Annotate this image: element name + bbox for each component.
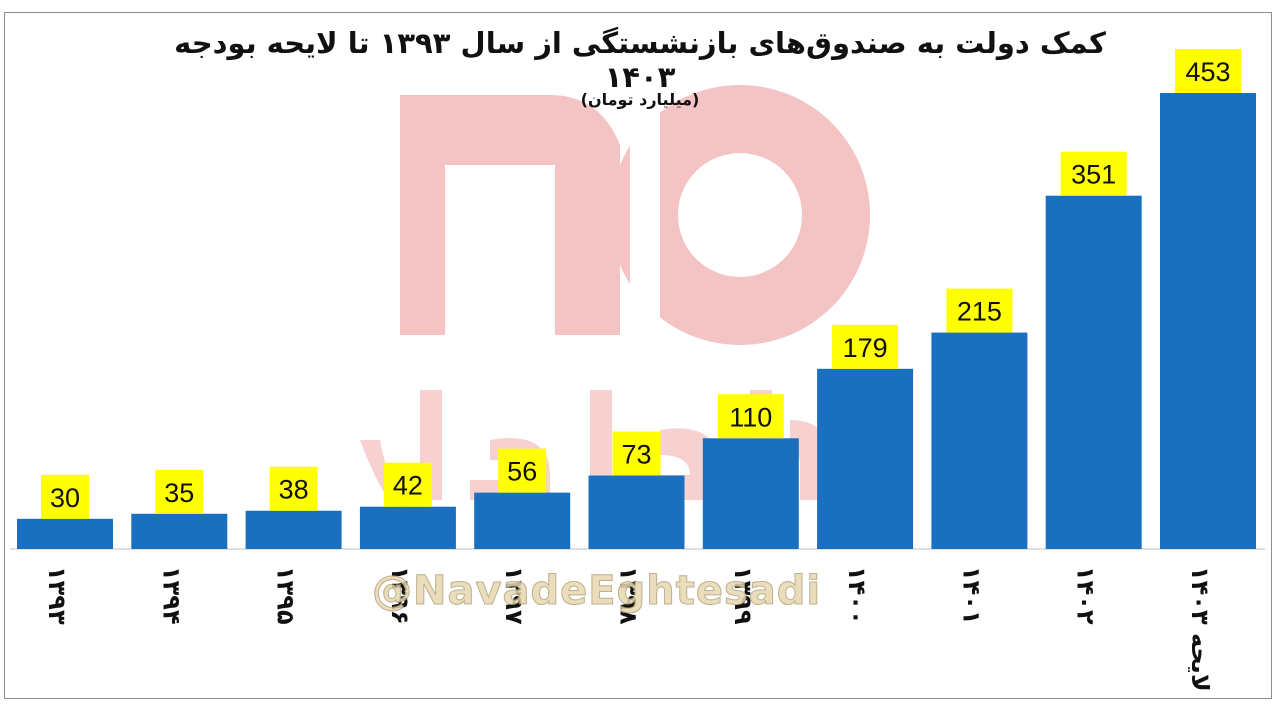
data-label-bg-4: [498, 448, 547, 493]
data-label-bg-2: [269, 466, 318, 511]
data-label-bg-5: [612, 431, 661, 476]
chart-subtitle: (میلیارد تومان): [580, 90, 700, 109]
data-label-bg-1: [155, 469, 204, 514]
category-label-9: ۱۴۰۲: [1072, 566, 1100, 625]
category-label-2: ۱۳۹۵: [272, 566, 300, 625]
data-label-1: 35: [164, 478, 194, 508]
bar-6: [702, 438, 799, 549]
data-label-bg-7: [832, 324, 899, 369]
category-label-10: لایحه ۱۴۰۳: [1186, 566, 1214, 692]
data-label-bg-8: [946, 288, 1013, 333]
bar-7: [817, 368, 914, 549]
data-label-3: 42: [393, 471, 423, 501]
chart-title: کمک دولت به صندوق‌های بازنشستگی از سال ۱…: [174, 26, 1106, 94]
data-label-10: 453: [1185, 57, 1230, 87]
data-label-8: 215: [957, 297, 1002, 327]
bar-5: [588, 475, 685, 549]
data-label-9: 351: [1071, 160, 1116, 190]
bar-9: [1045, 195, 1142, 550]
category-label-1: ۱۳۹۴: [157, 566, 185, 625]
bar-1: [131, 513, 228, 549]
data-label-bg-0: [41, 474, 89, 519]
bar-8: [931, 332, 1028, 549]
data-label-bg-9: [1060, 151, 1127, 196]
category-label-8: ۱۴۰۱: [957, 566, 985, 625]
data-label-bg-10: [1175, 49, 1241, 93]
brand-logo-watermark: [400, 85, 870, 345]
bar-0: [17, 518, 113, 549]
category-label-7: ۱۴۰۰: [843, 566, 871, 625]
data-label-bg-6: [717, 394, 784, 439]
data-label-5: 73: [621, 440, 651, 470]
data-label-bg-3: [383, 462, 432, 507]
category-label-4: ۱۳۹۷: [500, 566, 528, 625]
category-label-5: ۱۳۹۸: [615, 566, 643, 625]
bar-10: [1160, 93, 1256, 549]
data-label-6: 110: [729, 402, 772, 432]
bar-2: [245, 510, 342, 549]
data-label-7: 179: [843, 333, 888, 363]
data-label-4: 56: [507, 457, 537, 487]
category-label-0: ۱۳۹۳: [43, 566, 71, 625]
data-label-2: 38: [279, 475, 309, 505]
category-label-3: ۱۳۹۶: [386, 566, 414, 625]
category-label-6: ۱۳۹۹: [729, 566, 757, 625]
data-label-0: 30: [50, 483, 80, 513]
bar-3: [359, 506, 456, 549]
watermark-handle: @NavadeEghtesadi: [372, 568, 822, 615]
bar-4: [474, 492, 571, 549]
